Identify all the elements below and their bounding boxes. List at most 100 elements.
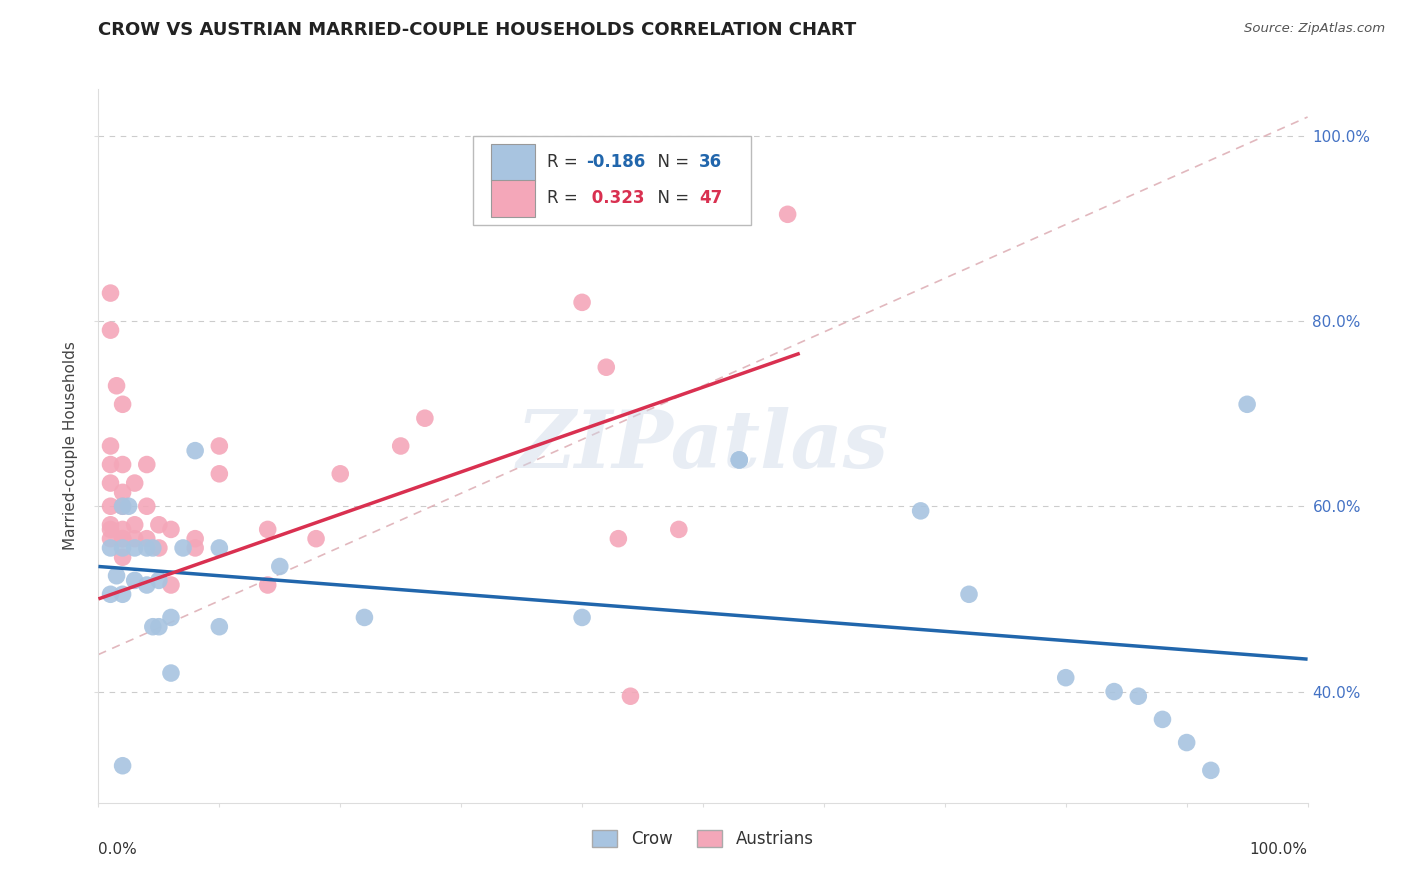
Point [607, 207, 630, 221]
Point [135, 532, 157, 546]
Point [111, 485, 134, 500]
Point [124, 517, 146, 532]
Point [111, 550, 134, 565]
Point [208, 541, 231, 555]
Point [135, 541, 157, 555]
Point [668, 523, 690, 537]
Point [100, 286, 122, 301]
Text: 100.0%: 100.0% [1250, 842, 1308, 857]
Point [105, 568, 128, 582]
Text: CROW VS AUSTRIAN MARRIED-COUPLE HOUSEHOLDS CORRELATION CHART: CROW VS AUSTRIAN MARRIED-COUPLE HOUSEHOL… [98, 21, 856, 39]
Point [269, 559, 291, 574]
Point [619, 690, 641, 704]
Point [100, 587, 122, 601]
Point [111, 523, 134, 537]
Point [105, 378, 128, 392]
Text: R =: R = [547, 189, 583, 207]
Text: Source: ZipAtlas.com: Source: ZipAtlas.com [1244, 22, 1385, 36]
Point [111, 500, 134, 514]
Point [135, 500, 157, 514]
Point [148, 574, 170, 588]
Point [100, 500, 122, 514]
Point [124, 541, 146, 555]
Point [160, 610, 183, 624]
Point [184, 532, 207, 546]
Point [124, 532, 146, 546]
FancyBboxPatch shape [492, 179, 534, 217]
Point [607, 532, 630, 546]
Point [1199, 764, 1222, 778]
Point [148, 517, 170, 532]
Point [142, 541, 165, 555]
Point [124, 476, 146, 491]
Point [148, 620, 170, 634]
Point [523, 207, 546, 221]
Point [172, 541, 194, 555]
Text: R =: R = [547, 153, 583, 171]
Point [100, 458, 122, 472]
Point [1054, 671, 1077, 685]
Point [111, 532, 134, 546]
Point [353, 610, 375, 624]
Point [100, 541, 122, 555]
Point [111, 541, 134, 555]
Text: 36: 36 [699, 153, 723, 171]
Point [256, 523, 278, 537]
Point [135, 578, 157, 592]
Point [474, 202, 496, 217]
Text: N =: N = [647, 153, 695, 171]
Point [1102, 684, 1125, 698]
Point [595, 360, 617, 375]
Point [208, 439, 231, 453]
Point [1152, 712, 1174, 726]
Point [111, 758, 134, 772]
Point [111, 458, 134, 472]
Point [160, 666, 183, 681]
Point [728, 453, 751, 467]
Point [100, 323, 122, 337]
Point [160, 578, 183, 592]
Text: N =: N = [647, 189, 695, 207]
Point [571, 295, 593, 310]
Point [100, 476, 122, 491]
Text: ZIPatlas: ZIPatlas [517, 408, 889, 484]
Point [208, 467, 231, 481]
Point [910, 504, 932, 518]
Point [329, 467, 352, 481]
Point [728, 453, 751, 467]
Point [413, 411, 436, 425]
Point [208, 620, 231, 634]
Text: 47: 47 [699, 189, 723, 207]
Point [111, 397, 134, 411]
Point [148, 541, 170, 555]
FancyBboxPatch shape [492, 144, 534, 181]
Point [124, 574, 146, 588]
Text: 0.0%: 0.0% [98, 842, 138, 857]
Point [305, 532, 328, 546]
Text: -0.186: -0.186 [586, 153, 645, 171]
Text: 0.323: 0.323 [586, 189, 644, 207]
Point [100, 517, 122, 532]
Point [184, 443, 207, 458]
Point [142, 620, 165, 634]
Point [111, 532, 134, 546]
Point [1128, 690, 1150, 704]
Point [776, 207, 799, 221]
FancyBboxPatch shape [474, 136, 751, 225]
Point [571, 610, 593, 624]
Point [111, 587, 134, 601]
Point [1236, 397, 1258, 411]
Point [100, 532, 122, 546]
Point [118, 500, 141, 514]
Point [111, 500, 134, 514]
Point [100, 439, 122, 453]
Point [100, 523, 122, 537]
Y-axis label: Married-couple Households: Married-couple Households [63, 342, 79, 550]
Point [160, 523, 183, 537]
Point [389, 439, 412, 453]
Point [184, 541, 207, 555]
Point [135, 458, 157, 472]
Point [957, 587, 980, 601]
Point [1175, 735, 1198, 749]
Point [256, 578, 278, 592]
